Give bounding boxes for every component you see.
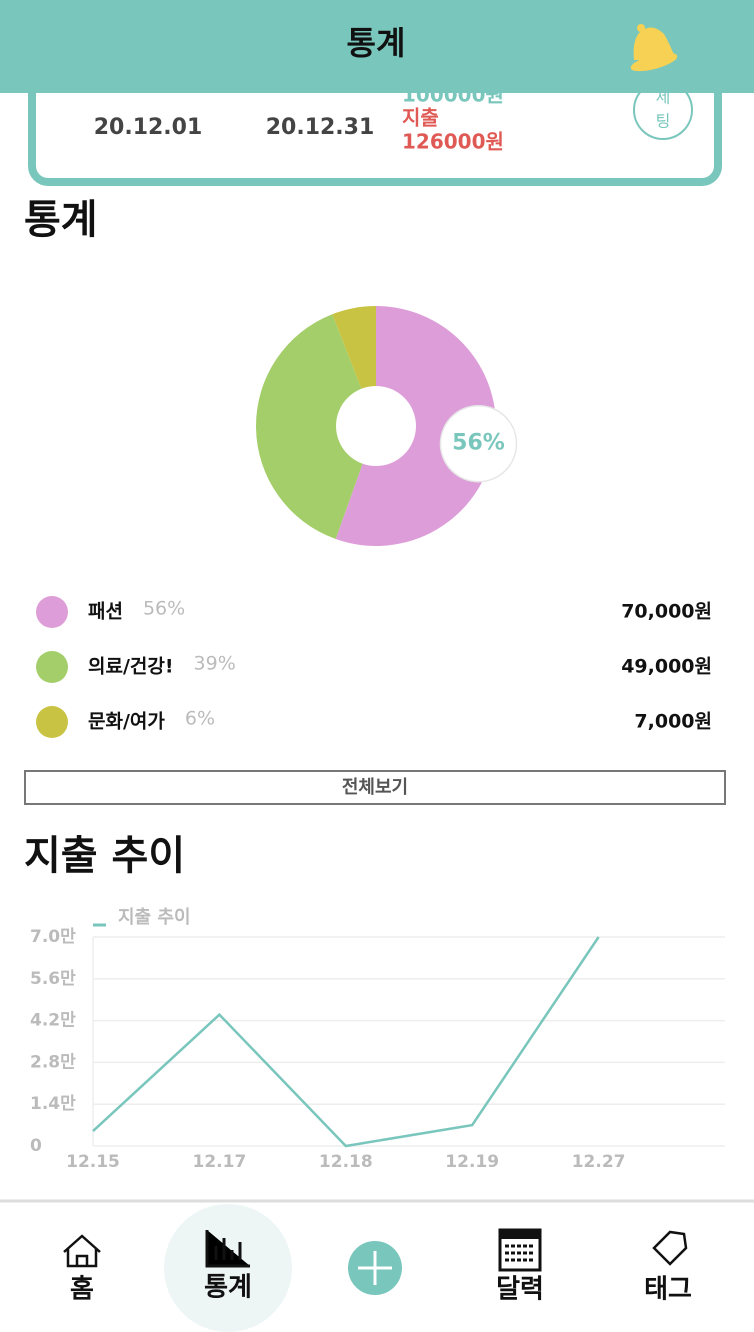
legend-name: 패션	[88, 601, 123, 623]
section-title: 통계	[24, 197, 98, 243]
expense: 126000원	[402, 130, 504, 154]
calendar-icon[interactable]	[498, 1228, 542, 1272]
bell-knob[interactable]	[637, 24, 645, 32]
x-tick-label: 12.19	[445, 1152, 499, 1172]
bell-rim[interactable]	[629, 49, 679, 75]
pie-slice	[256, 314, 376, 540]
line-chart-title: 지출 추이	[24, 833, 185, 879]
settings-text[interactable]: 팅	[656, 112, 671, 131]
header	[0, 0, 754, 93]
legend-label: 지출 추이	[118, 907, 191, 928]
x-tick-label: 12.17	[193, 1152, 247, 1172]
chart-icon[interactable]	[205, 1230, 250, 1268]
legend-name: 의료/건강!	[88, 656, 174, 678]
nav-label[interactable]: 통계	[204, 1273, 252, 1303]
legend-swatch	[36, 706, 68, 738]
calendar-grid[interactable]	[505, 1244, 535, 1262]
y-tick-label: 4.2만	[30, 1011, 76, 1031]
y-tick-label: 1.4만	[30, 1094, 76, 1114]
legend-name: 문화/여가	[88, 711, 165, 733]
bell-icon[interactable]	[629, 24, 679, 75]
view-all-text[interactable]: 전체보기	[342, 777, 408, 798]
nav-label[interactable]: 달력	[496, 1275, 544, 1305]
legend-swatch	[36, 651, 68, 683]
legend-swatch	[36, 596, 68, 628]
y-tick-label: 5.6만	[30, 969, 76, 989]
legend-amount: 70,000원	[621, 601, 712, 623]
home-icon[interactable]	[63, 1234, 101, 1268]
view-all-button[interactable]	[24, 770, 726, 805]
x-tick-label: 12.27	[572, 1152, 626, 1172]
y-tick-label: 0	[30, 1136, 42, 1156]
legend-percent: 6%	[185, 708, 215, 730]
add-icon[interactable]	[358, 1251, 392, 1285]
x-tick-label: 12.15	[66, 1152, 120, 1172]
nav-active-bg	[164, 1204, 292, 1332]
legend-percent: 56%	[143, 598, 185, 620]
bell-body[interactable]	[633, 27, 676, 61]
calendar-top[interactable]	[500, 1230, 540, 1239]
x-tick-label: 12.18	[319, 1152, 373, 1172]
expense-label: 지출	[402, 106, 439, 130]
legend-amount: 49,000원	[621, 656, 712, 678]
legend-amount: 7,000원	[634, 711, 712, 733]
pie-label-bubble	[439, 404, 518, 483]
tag-icon[interactable]	[652, 1230, 688, 1266]
pie-hole	[336, 386, 416, 466]
nav-label[interactable]: 홈	[70, 1275, 94, 1305]
line-series	[92, 936, 600, 1148]
start-date: 20.12.01	[94, 115, 203, 140]
legend-percent: 39%	[194, 653, 236, 675]
end-date: 20.12.31	[266, 115, 375, 140]
y-tick-label: 7.0만	[30, 927, 76, 947]
nav-label[interactable]: 태그	[644, 1275, 692, 1305]
y-tick-label: 2.8만	[30, 1052, 76, 1072]
pie-data-label: 56%	[452, 431, 505, 456]
header-title: 통계	[347, 24, 406, 62]
